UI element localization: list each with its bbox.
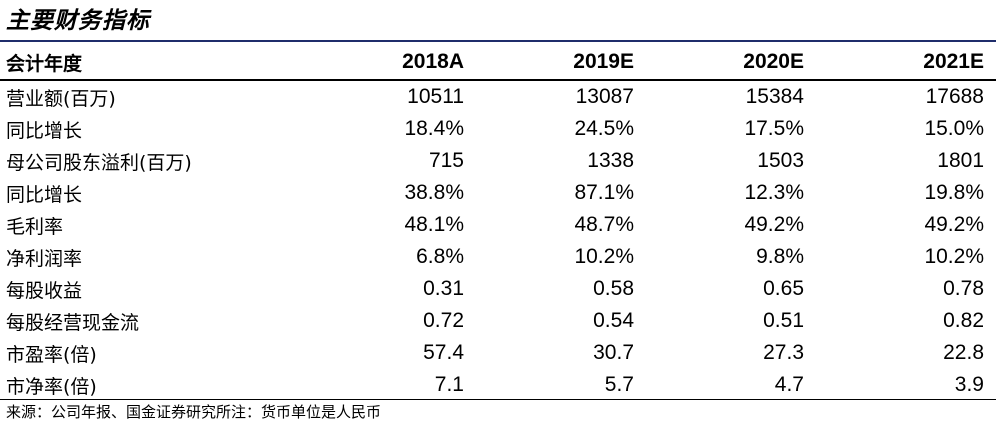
table-row: 每股经营现金流 0.72 0.54 0.51 0.82 [0,305,996,337]
value-cell: 22.8 [943,341,984,364]
value-cell: 715 [428,149,464,172]
value-cell: 10.2% [574,245,634,268]
title-rule [0,40,996,42]
value-cell: 3.9 [954,373,984,396]
table-row: 每股收益 0.31 0.58 0.65 0.78 [0,273,996,305]
value-cell: 4.7 [774,373,804,396]
value-cell: 0.82 [943,309,984,332]
row-label: 同比增长 [6,119,83,142]
financial-table: 会计年度 2018A 2019E 2020E 2021E 营业额(百万) 1051… [0,45,996,401]
value-cell: 0.65 [763,277,804,300]
value-cell: 10.2% [924,245,984,268]
value-cell: 0.72 [423,309,464,332]
value-cell: 1801 [937,149,984,172]
value-cell: 7.1 [434,373,464,396]
value-cell: 10511 [407,85,464,108]
bottom-rule [0,399,996,400]
table-row: 营业额(百万) 10511 13087 15384 17688 [0,80,996,113]
header-year: 2020E [743,50,804,73]
row-label: 母公司股东溢利(百万) [6,151,192,174]
table-row: 同比增长 38.8% 87.1% 12.3% 19.8% [0,177,996,209]
table-row: 市盈率(倍) 57.4 30.7 27.3 22.8 [0,337,996,369]
row-label: 毛利率 [6,215,64,238]
value-cell: 57.4 [423,341,464,364]
value-cell: 17688 [925,85,984,108]
header-year: 2019E [573,50,634,73]
header-year: 2021E [923,50,984,73]
source-footnote: 来源：公司年报、国金证券研究所注：货币单位是人民币 [6,403,382,421]
value-cell: 0.54 [593,309,634,332]
table-row: 市净率(倍) 7.1 5.7 4.7 3.9 [0,369,996,401]
value-cell: 27.3 [763,341,804,364]
value-cell: 87.1% [574,181,634,204]
value-cell: 0.78 [943,277,984,300]
row-label: 每股收益 [6,279,83,302]
value-cell: 49.2% [924,213,984,236]
value-cell: 6.8% [416,245,464,268]
row-label: 净利润率 [6,247,83,270]
table-row: 净利润率 6.8% 10.2% 9.8% 10.2% [0,241,996,273]
table-row: 同比增长 18.4% 24.5% 17.5% 15.0% [0,113,996,145]
value-cell: 38.8% [404,181,464,204]
header-label: 会计年度 [6,52,83,75]
table-row: 毛利率 48.1% 48.7% 49.2% 49.2% [0,209,996,241]
value-cell: 1503 [757,149,804,172]
row-label: 营业额(百万) [6,87,116,110]
value-cell: 15.0% [924,117,984,140]
row-label: 市盈率(倍) [6,343,97,366]
row-label: 每股经营现金流 [6,311,140,334]
value-cell: 15384 [745,85,804,108]
row-label: 市净率(倍) [6,375,97,398]
value-cell: 0.51 [763,309,804,332]
value-cell: 9.8% [756,245,804,268]
value-cell: 48.1% [404,213,464,236]
value-cell: 48.7% [574,213,634,236]
header-row: 会计年度 2018A 2019E 2020E 2021E [0,45,996,80]
header-year: 2018A [402,50,464,73]
table-row: 母公司股东溢利(百万) 715 1338 1503 1801 [0,145,996,177]
value-cell: 13087 [575,85,634,108]
value-cell: 5.7 [604,373,634,396]
value-cell: 0.31 [423,277,464,300]
value-cell: 49.2% [744,213,804,236]
value-cell: 30.7 [593,341,634,364]
value-cell: 17.5% [744,117,804,140]
value-cell: 12.3% [744,181,804,204]
row-label: 同比增长 [6,183,83,206]
value-cell: 24.5% [574,117,634,140]
value-cell: 19.8% [924,181,984,204]
value-cell: 1338 [587,149,634,172]
table-title: 主要财务指标 [6,8,150,34]
value-cell: 18.4% [404,117,464,140]
value-cell: 0.58 [593,277,634,300]
